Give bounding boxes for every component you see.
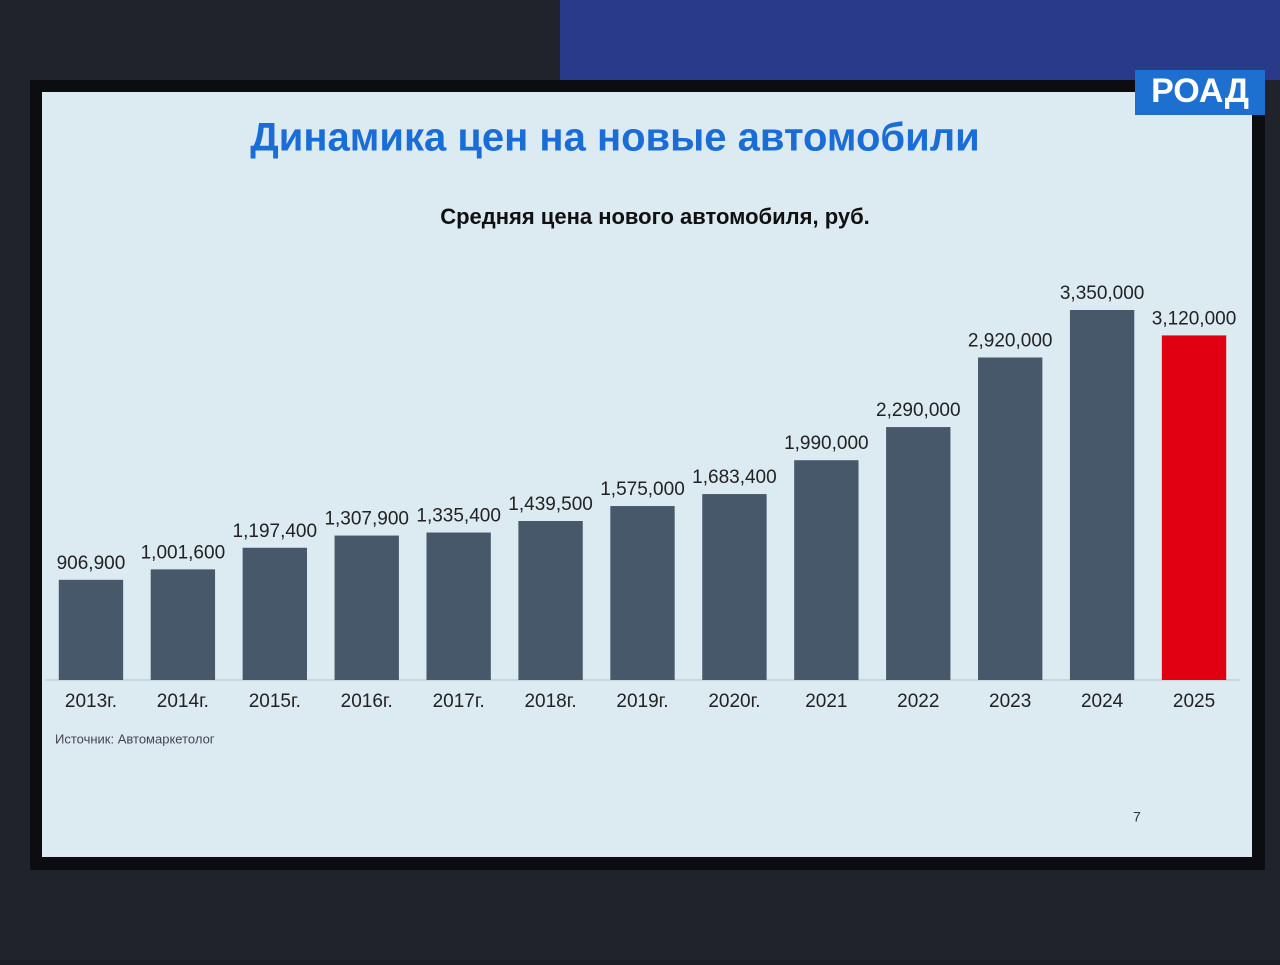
bar	[518, 521, 583, 680]
bar	[886, 427, 951, 680]
x-tick-label: 2023	[989, 691, 1031, 712]
value-label: 1,575,000	[600, 479, 685, 500]
source: Источник: Автомаркетолог	[55, 731, 215, 746]
bar	[1069, 310, 1135, 680]
bar	[794, 460, 859, 680]
x-tick-label: 2024	[1081, 691, 1124, 712]
chart-title: Динамика цен на новые автомобили	[250, 116, 979, 160]
slide	[42, 92, 1252, 857]
x-tick-label: 2016г.	[341, 691, 393, 712]
value-label: 2,290,000	[876, 400, 961, 421]
bar	[242, 547, 307, 680]
value-label: 1,001,600	[141, 542, 226, 563]
value-label: 1,307,900	[324, 509, 409, 530]
x-tick-label: 2019г.	[616, 691, 668, 712]
page-number: 7	[1133, 809, 1141, 825]
bar	[334, 535, 399, 680]
bar	[58, 579, 124, 680]
value-label: 3,350,000	[1060, 283, 1145, 304]
bar	[978, 357, 1043, 680]
chart-subtitle: Средняя цена нового автомобиля, руб.	[440, 204, 870, 229]
bar	[610, 506, 675, 680]
logo-box	[1135, 70, 1265, 115]
value-label: 1,439,500	[508, 494, 593, 515]
value-label: 3,120,000	[1152, 308, 1237, 329]
value-label: 1,197,400	[233, 521, 318, 542]
bar	[150, 569, 216, 680]
x-tick-label: 2013г.	[65, 691, 117, 712]
x-tick-label: 2015г.	[249, 691, 301, 712]
x-tick-label: 2020г.	[708, 691, 760, 712]
background-screen	[560, 0, 1280, 80]
x-tick-label: 2022	[897, 691, 939, 712]
bar	[426, 532, 491, 680]
x-tick-label: 2025	[1173, 691, 1215, 712]
x-tick-label: 2021	[805, 691, 847, 712]
x-tick-label: 2014г.	[157, 691, 209, 712]
logo: РОАД	[1151, 72, 1249, 110]
value-label: 1,335,400	[416, 506, 501, 527]
value-label: 1,683,400	[692, 467, 777, 488]
x-tick-label: 2017г.	[433, 691, 485, 712]
x-tick-label: 2018г.	[524, 691, 576, 712]
value-label: 1,990,000	[784, 433, 869, 454]
value-label: 906,900	[57, 553, 126, 574]
bar	[1161, 335, 1227, 680]
bar	[702, 494, 767, 680]
value-label: 2,920,000	[968, 331, 1053, 352]
